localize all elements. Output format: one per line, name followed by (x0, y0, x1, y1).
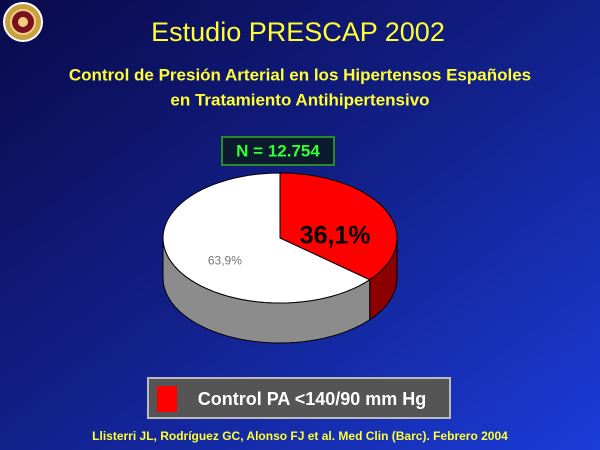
pie-slice (279, 172, 398, 281)
value-label: 36,1% (300, 221, 371, 249)
legend-label: Control PA <140/90 mm Hg (198, 389, 427, 409)
subtitle: en Tratamiento Antihipertensivo (170, 90, 429, 109)
value-label: 63,9% (208, 253, 242, 267)
annotation-box (221, 136, 335, 166)
subtitle: Control de Presión Arterial en los Hiper… (69, 65, 531, 84)
logo (3, 2, 43, 42)
pie-slice (162, 172, 371, 304)
chart-title: Estudio PRESCAP 2002 (151, 17, 445, 47)
legend-box (147, 377, 451, 419)
legend-swatch (157, 386, 177, 412)
annotation: N = 12.754 (236, 141, 320, 160)
source: Llisterri JL, Rodríguez GC, Alonso FJ et… (92, 429, 508, 443)
pie: 36,1% 63,9% (162, 172, 398, 344)
